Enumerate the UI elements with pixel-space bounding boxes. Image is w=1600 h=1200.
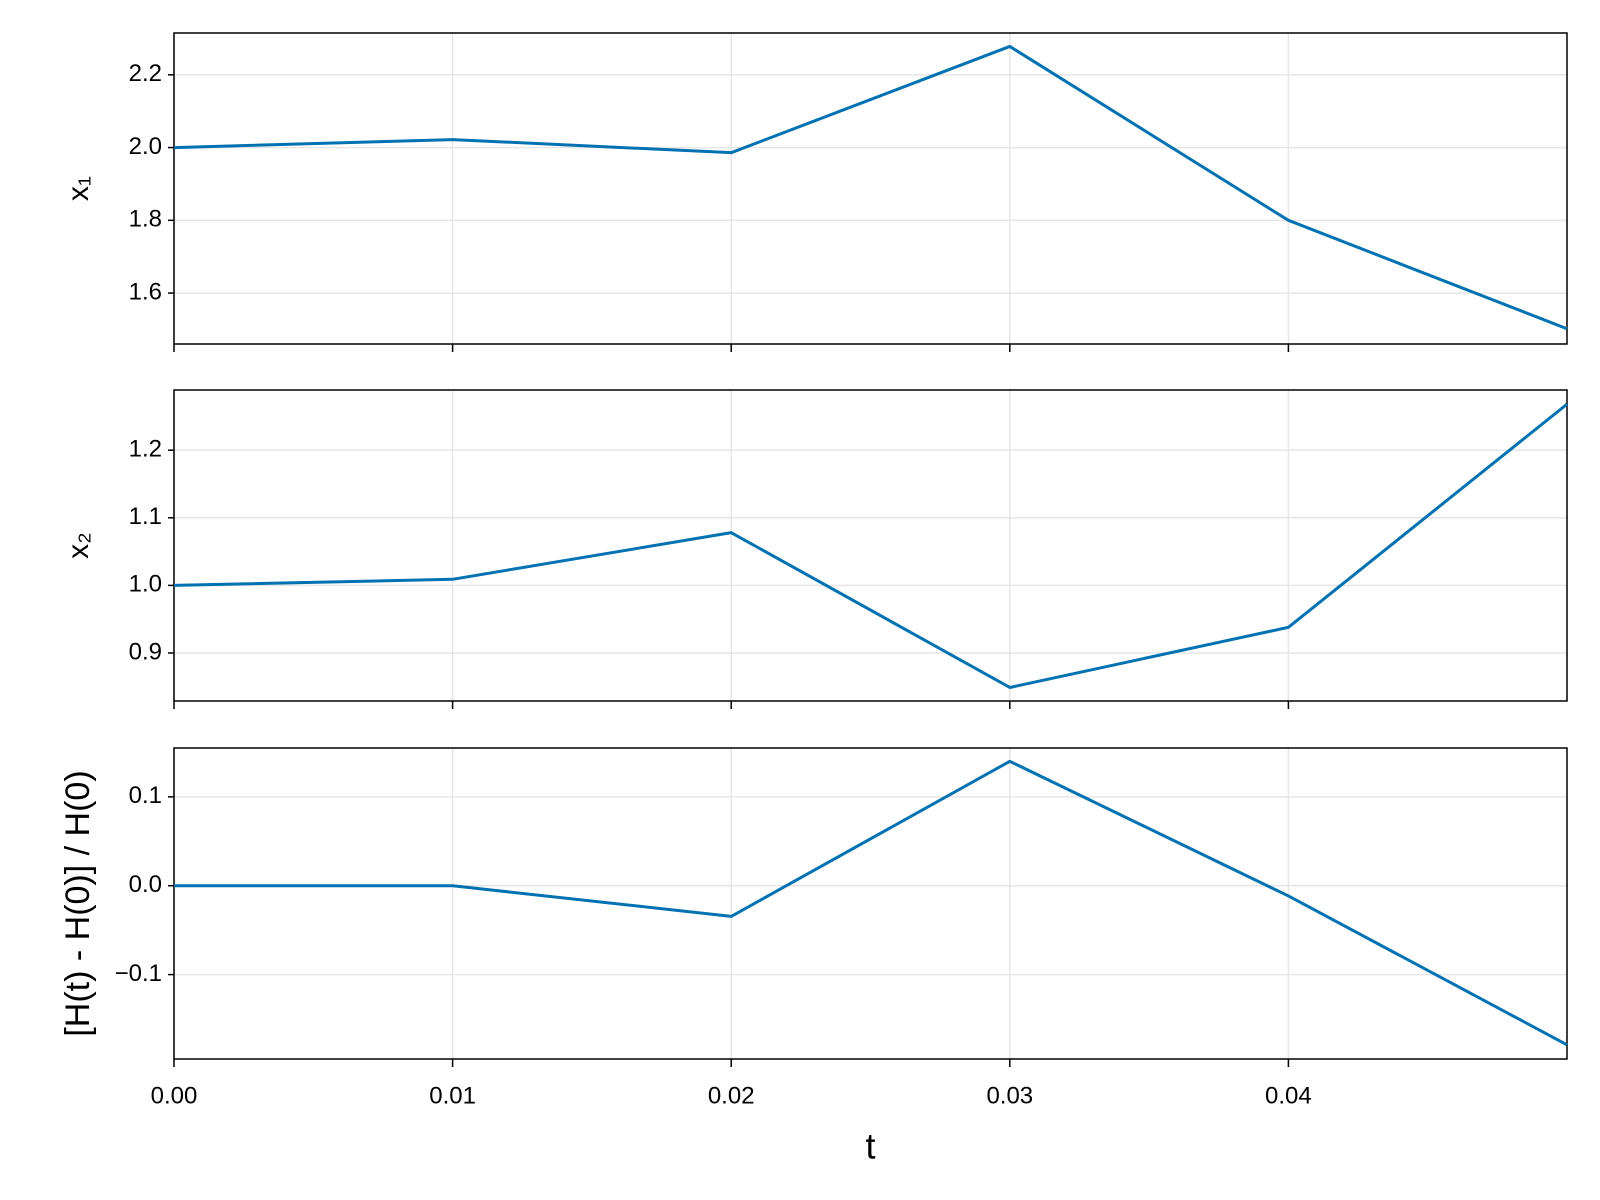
y-tick-label: 2.0 — [129, 133, 162, 160]
x-axis-label: t — [865, 1126, 875, 1167]
y-tick-label: 0.0 — [129, 871, 162, 898]
y-tick-label: 1.6 — [129, 278, 162, 305]
y-tick-label: −0.1 — [115, 960, 162, 987]
y-tick-label: 1.0 — [129, 571, 162, 598]
plot-frame — [173, 32, 1568, 345]
plot-frame — [173, 747, 1568, 1060]
x-tick-label: 0.00 — [151, 1082, 198, 1109]
x-tick-label: 0.04 — [1265, 1082, 1312, 1109]
y-axis-label: [H(t) - H(0)] / H(0) — [59, 770, 97, 1036]
y-tick-label: 1.8 — [129, 206, 162, 233]
y-tick-label: 1.2 — [129, 436, 162, 463]
x-tick-label: 0.03 — [986, 1082, 1033, 1109]
data-line — [174, 759, 1568, 1047]
y-tick-label: 0.9 — [129, 638, 162, 665]
data-line — [173, 44, 1568, 331]
y-tick-label: 1.1 — [129, 503, 162, 530]
data-line — [173, 403, 1568, 689]
x-tick-label: 0.01 — [429, 1082, 476, 1109]
y-tick-label: 0.1 — [129, 782, 162, 809]
y-tick-label: 2.2 — [129, 60, 162, 87]
y-axis-label: x₁ — [62, 176, 95, 201]
x-tick-label: 0.02 — [708, 1082, 755, 1109]
plot-frame — [173, 389, 1568, 702]
y-axis-label: x₂ — [62, 532, 95, 559]
